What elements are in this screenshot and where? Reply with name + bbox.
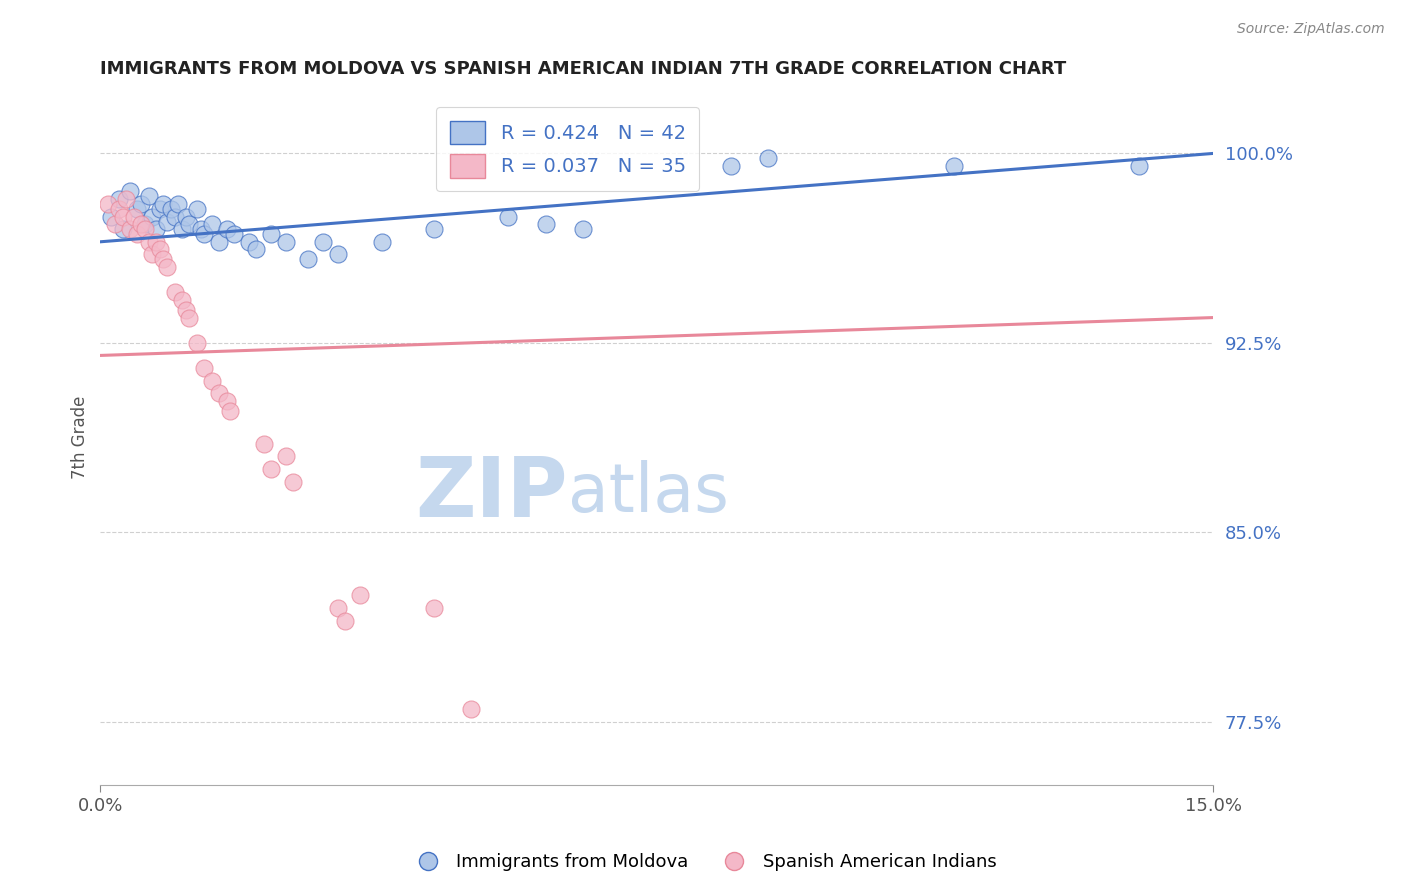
- Point: [186, 335, 208, 350]
- Point: [179, 217, 201, 231]
- Point: [97, 197, 120, 211]
- Point: [145, 235, 167, 249]
- Point: [138, 189, 160, 203]
- Point: [115, 192, 138, 206]
- Point: [127, 202, 149, 216]
- Point: [1128, 159, 1150, 173]
- Point: [170, 222, 193, 236]
- Point: [215, 393, 238, 408]
- Point: [100, 210, 122, 224]
- Point: [193, 227, 215, 242]
- Point: [219, 404, 242, 418]
- Point: [141, 210, 163, 224]
- Point: [942, 159, 965, 173]
- Point: [152, 197, 174, 211]
- Point: [160, 202, 183, 216]
- Point: [179, 310, 201, 325]
- Point: [156, 260, 179, 274]
- Point: [423, 222, 446, 236]
- Point: [201, 217, 224, 231]
- Point: [193, 361, 215, 376]
- Text: atlas: atlas: [568, 460, 728, 526]
- Point: [260, 227, 283, 242]
- Point: [118, 222, 141, 236]
- Point: [238, 235, 260, 249]
- Point: [720, 159, 742, 173]
- Point: [186, 202, 208, 216]
- Text: Source: ZipAtlas.com: Source: ZipAtlas.com: [1237, 22, 1385, 37]
- Point: [145, 222, 167, 236]
- Point: [174, 210, 197, 224]
- Point: [118, 184, 141, 198]
- Point: [274, 450, 297, 464]
- Text: IMMIGRANTS FROM MOLDOVA VS SPANISH AMERICAN INDIAN 7TH GRADE CORRELATION CHART: IMMIGRANTS FROM MOLDOVA VS SPANISH AMERI…: [100, 60, 1067, 78]
- Point: [201, 374, 224, 388]
- Point: [534, 217, 557, 231]
- Point: [460, 702, 482, 716]
- Point: [312, 235, 335, 249]
- Point: [129, 217, 152, 231]
- Point: [498, 210, 520, 224]
- Point: [138, 235, 160, 249]
- Point: [283, 475, 305, 489]
- Point: [134, 217, 156, 231]
- Point: [349, 588, 371, 602]
- Point: [260, 462, 283, 476]
- Point: [245, 243, 267, 257]
- Y-axis label: 7th Grade: 7th Grade: [72, 396, 89, 479]
- Point: [108, 202, 131, 216]
- Point: [104, 217, 127, 231]
- Point: [141, 247, 163, 261]
- Point: [167, 197, 190, 211]
- Point: [149, 202, 172, 216]
- Point: [170, 293, 193, 307]
- Point: [208, 386, 231, 401]
- Legend: R = 0.424   N = 42, R = 0.037   N = 35: R = 0.424 N = 42, R = 0.037 N = 35: [436, 107, 699, 191]
- Point: [111, 210, 134, 224]
- Point: [163, 285, 186, 300]
- Point: [215, 222, 238, 236]
- Point: [423, 601, 446, 615]
- Point: [371, 235, 394, 249]
- Point: [156, 214, 179, 228]
- Point: [127, 227, 149, 242]
- Point: [122, 210, 145, 224]
- Point: [756, 152, 779, 166]
- Text: ZIP: ZIP: [415, 452, 568, 533]
- Point: [134, 222, 156, 236]
- Point: [163, 210, 186, 224]
- Point: [208, 235, 231, 249]
- Point: [326, 247, 349, 261]
- Point: [129, 197, 152, 211]
- Point: [174, 303, 197, 318]
- Point: [108, 192, 131, 206]
- Point: [326, 601, 349, 615]
- Point: [571, 222, 593, 236]
- Point: [297, 252, 319, 267]
- Point: [149, 243, 172, 257]
- Point: [252, 437, 274, 451]
- Point: [111, 222, 134, 236]
- Point: [190, 222, 212, 236]
- Point: [335, 614, 357, 628]
- Point: [274, 235, 297, 249]
- Legend: Immigrants from Moldova, Spanish American Indians: Immigrants from Moldova, Spanish America…: [402, 847, 1004, 879]
- Point: [222, 227, 245, 242]
- Point: [152, 252, 174, 267]
